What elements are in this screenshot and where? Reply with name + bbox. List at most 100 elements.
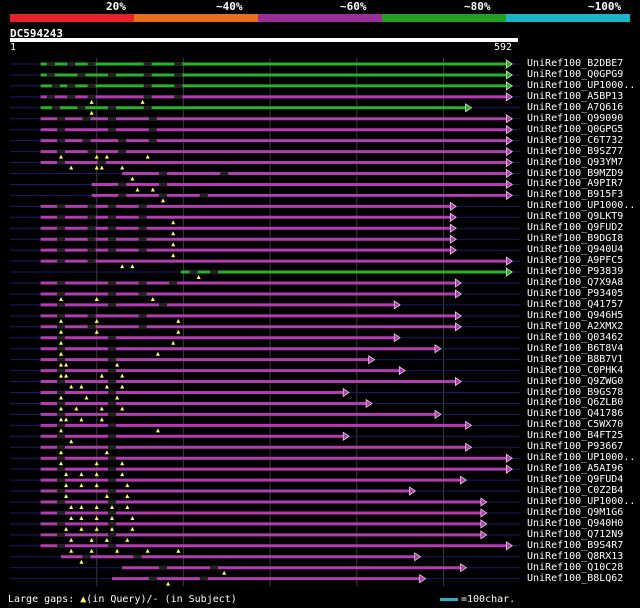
hit-link[interactable]: UniRef100_UP1000.. (527, 496, 636, 507)
query-gap-triangle (104, 154, 109, 159)
query-gap-triangle (150, 296, 155, 301)
subject-gap (87, 215, 96, 220)
hit-link[interactable]: UniRef100_Q9LKT9 (527, 211, 624, 223)
hit-link[interactable]: UniRef100_A5BP13 (527, 90, 624, 102)
hit-link[interactable]: UniRef100_Q6ZLB0 (527, 397, 624, 409)
hit-link[interactable]: UniRef100_A9PFC5 (527, 255, 624, 267)
hit-link[interactable]: UniRef100_P93405 (527, 287, 624, 299)
query-gap-triangle (125, 483, 130, 488)
legend-label: ~100% (588, 0, 622, 13)
hit-link[interactable]: UniRef100_Q8RX13 (527, 550, 624, 562)
hit-arrow (434, 409, 442, 419)
hit-link[interactable]: UniRef100_A5AI96 (527, 463, 624, 475)
hit-link[interactable]: UniRef100_Q03462 (527, 331, 624, 343)
query-gap-triangle (69, 505, 74, 509)
hit-link[interactable]: UniRef100_Q9ZWG0 (527, 375, 624, 387)
hit-arrow (398, 366, 406, 376)
subject-gap (57, 467, 65, 472)
query-gap-triangle (79, 472, 84, 477)
hit-link[interactable]: UniRef100_Q712N9 (527, 528, 624, 540)
hit-link[interactable]: UniRef100_B9MZD9 (527, 167, 624, 179)
hit-link[interactable]: UniRef100_Q9FUD2 (527, 222, 624, 234)
hit-link[interactable]: UniRef100_B6T8V4 (527, 342, 624, 354)
subject-gap (57, 478, 65, 483)
hit-link[interactable]: UniRef100_Q99090 (527, 112, 624, 124)
hit-link[interactable]: UniRef100_B2DBE7 (527, 58, 624, 69)
query-gap-triangle (94, 526, 99, 531)
subject-gap (159, 565, 167, 570)
hit-link[interactable]: UniRef100_A9PIR7 (527, 178, 624, 190)
hit-link[interactable]: UniRef100_P93667 (527, 441, 624, 453)
subject-gap (87, 83, 96, 88)
hit-arrow (506, 70, 513, 80)
query-gap-triangle (84, 395, 89, 400)
hit-link[interactable]: UniRef100_UP1000.. (527, 200, 636, 212)
subject-gap (57, 532, 65, 537)
query-gap-triangle (104, 494, 109, 499)
subject-gap (108, 72, 116, 77)
query-gap-triangle (171, 220, 176, 225)
hit-arrow (506, 59, 513, 69)
subject-gap (57, 127, 65, 132)
hit-link[interactable]: UniRef100_Q41786 (527, 408, 624, 420)
gap-key: Large gaps: ▲(in Query)/- (in Subject) (8, 594, 237, 605)
hit-arrow (480, 497, 488, 507)
hit-link[interactable]: UniRef100_A2XMX2 (527, 320, 624, 332)
subject-gap (57, 390, 65, 395)
hit-link[interactable]: UniRef100_Q946H5 (527, 309, 624, 321)
query-gap-triangle (64, 373, 69, 378)
hit-link[interactable]: UniRef100_B8LQ62 (527, 572, 624, 584)
hit-link[interactable]: UniRef100_B9SZ77 (527, 145, 624, 157)
query-gap-triangle (79, 483, 84, 488)
subject-gap (108, 532, 116, 537)
hit-link[interactable]: UniRef100_Q41757 (527, 298, 624, 310)
hit-arrow (506, 541, 513, 551)
subject-gap (108, 248, 116, 253)
hit-link[interactable]: UniRef100_Q940H0 (527, 517, 624, 529)
hit-link[interactable]: UniRef100_B9DGI8 (527, 233, 624, 245)
subject-gap (143, 62, 152, 66)
hit-link[interactable]: UniRef100_A7Q616 (527, 101, 624, 113)
query-gap-triangle (59, 450, 63, 455)
hit-link[interactable]: UniRef100_P93839 (527, 266, 624, 278)
hit-arrow (506, 81, 513, 91)
hit-link[interactable]: UniRef100_UP1000.. (527, 79, 636, 91)
hit-link[interactable]: UniRef100_C5WX70 (527, 419, 624, 431)
subject-gap (82, 554, 91, 559)
hit-link[interactable]: UniRef100_Q10C28 (527, 561, 624, 573)
hit-link[interactable]: UniRef100_Q93YM7 (527, 156, 624, 168)
subject-gap (87, 204, 96, 209)
hit-arrow (480, 508, 488, 518)
subject-gap (148, 576, 157, 581)
hit-link[interactable]: UniRef100_Q9FUD4 (527, 474, 624, 486)
subject-gap (57, 510, 65, 515)
hit-link[interactable]: UniRef100_UP1000.. (527, 452, 636, 464)
hit-arrow (460, 475, 467, 485)
hit-link[interactable]: UniRef100_B4FT25 (527, 430, 624, 442)
subject-gap (143, 105, 152, 110)
gap-key-prefix: Large gaps: (8, 594, 81, 605)
subject-gap (57, 500, 65, 504)
query-gap-triangle (196, 275, 201, 280)
hit-link[interactable]: UniRef100_Q7X9A8 (527, 277, 624, 288)
hit-link[interactable]: UniRef100_Q0GPG5 (527, 123, 624, 135)
hit-link[interactable]: UniRef100_B9S4R7 (527, 539, 624, 551)
hit-link[interactable]: UniRef100_Q9M1G6 (527, 506, 624, 518)
subject-gap (148, 127, 157, 132)
hit-link[interactable]: UniRef100_C6T732 (527, 134, 624, 146)
query-gap-triangle (69, 165, 74, 170)
hit-arrow (506, 147, 513, 157)
hit-link[interactable]: UniRef100_B9GS78 (527, 386, 624, 398)
query-gap-triangle (59, 373, 63, 378)
subject-gap (57, 423, 65, 428)
hit-link[interactable]: UniRef100_Q0GPG9 (527, 68, 624, 80)
hit-link[interactable]: UniRef100_C0PHK4 (527, 364, 624, 376)
query-gap-triangle (79, 384, 84, 389)
subject-gap (174, 83, 183, 88)
query-id: DC594243 (10, 27, 63, 40)
hit-link[interactable]: UniRef100_B915F3 (527, 189, 624, 201)
hit-link[interactable]: UniRef100_Q940U4 (527, 244, 624, 256)
hit-link[interactable]: UniRef100_B8B7V1 (527, 353, 624, 365)
hit-link[interactable]: UniRef100_C0Z2B4 (527, 485, 624, 497)
subject-gap (118, 182, 127, 187)
